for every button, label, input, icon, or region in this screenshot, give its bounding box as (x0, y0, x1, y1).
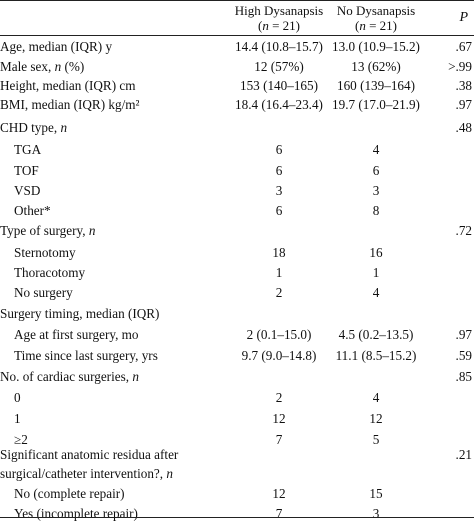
cell-p-value: .72 (455, 223, 472, 238)
cell-p-value: .97 (455, 327, 472, 342)
cell-no-dysanapsis: 4 (372, 285, 380, 300)
cell-no-dysanapsis: 6 (372, 163, 380, 178)
cell-no-dysanapsis: 3 (372, 183, 380, 198)
cell-high-dysanapsis: 9.7 (9.0–14.8) (241, 348, 317, 363)
cell-no-dysanapsis: 3 (372, 506, 380, 521)
row-label: Surgery timing, median (IQR) (0, 306, 160, 321)
cell-high-dysanapsis: 6 (275, 203, 283, 218)
cell-high-dysanapsis: 12 (57%) (254, 59, 304, 74)
header-col1-line2: (n = 21) (257, 18, 300, 33)
row-label: surgical/catheter intervention?, n (0, 466, 173, 481)
top-rule (0, 0, 474, 1)
row-label: 0 (14, 390, 21, 405)
cell-no-dysanapsis: 11.1 (8.5–15.2) (335, 348, 417, 363)
cell-p-value: .48 (455, 120, 472, 135)
cell-high-dysanapsis: 7 (275, 506, 283, 521)
cell-no-dysanapsis: 19.7 (17.0–21.9) (332, 97, 420, 112)
row-label: Male sex, n (%) (0, 59, 85, 74)
row-label: No (complete repair) (14, 486, 125, 501)
row-label: Sternotomy (14, 245, 76, 260)
header-rule (0, 35, 474, 36)
row-label: Other* (14, 203, 51, 218)
row-label: 1 (14, 411, 21, 426)
row-label: Height, median (IQR) cm (0, 78, 136, 93)
cell-no-dysanapsis: 13.0 (10.9–15.2) (332, 39, 420, 54)
cell-no-dysanapsis: 15 (369, 486, 383, 501)
cell-high-dysanapsis: 2 (275, 390, 283, 405)
header-p-value: P (459, 10, 468, 25)
cell-p-value: .21 (455, 447, 472, 462)
cell-no-dysanapsis: 160 (139–164) (336, 78, 416, 93)
row-label: VSD (14, 183, 41, 198)
cell-p-value: .67 (455, 39, 472, 54)
cell-no-dysanapsis: 16 (369, 245, 383, 260)
row-label: Significant anatomic residua after (0, 447, 179, 462)
header-no-dysanapsis: No Dysanapsis (n = 21) (326, 3, 426, 33)
cell-high-dysanapsis: 2 (275, 285, 283, 300)
cell-p-value: .97 (455, 97, 472, 112)
row-label: BMI, median (IQR) kg/m² (0, 97, 140, 112)
cell-high-dysanapsis: 14.4 (10.8–15.7) (235, 39, 323, 54)
cell-no-dysanapsis: 1 (372, 265, 380, 280)
cell-high-dysanapsis: 153 (140–165) (239, 78, 319, 93)
row-label: Thoracotomy (14, 265, 86, 280)
row-label: Age, median (IQR) y (0, 39, 113, 54)
row-label: CHD type, n (0, 120, 68, 135)
row-label: Time since last surgery, yrs (14, 348, 158, 363)
cell-no-dysanapsis: 13 (62%) (351, 59, 401, 74)
cell-p-value: .38 (455, 78, 472, 93)
cell-no-dysanapsis: 4 (372, 390, 380, 405)
cell-no-dysanapsis: 8 (372, 203, 380, 218)
cell-high-dysanapsis: 18.4 (16.4–23.4) (235, 97, 323, 112)
row-label: No. of cardiac surgeries, n (0, 369, 139, 384)
cell-high-dysanapsis: 1 (275, 265, 283, 280)
row-label: No surgery (14, 285, 73, 300)
cell-high-dysanapsis: 3 (275, 183, 283, 198)
row-label: Age at first surgery, mo (14, 327, 139, 342)
cell-high-dysanapsis: 2 (0.1–15.0) (246, 327, 312, 342)
cell-high-dysanapsis: 18 (272, 245, 286, 260)
row-label: Type of surgery, n (0, 223, 96, 238)
cell-high-dysanapsis: 6 (275, 142, 283, 157)
row-label: TOF (14, 163, 39, 178)
cell-high-dysanapsis: 12 (272, 411, 286, 426)
cell-p-value: >.99 (448, 59, 472, 74)
row-label: ≥2 (14, 432, 28, 447)
header-col2-line1: No Dysanapsis (336, 3, 416, 18)
cell-no-dysanapsis: 4.5 (0.2–13.5) (338, 327, 414, 342)
cell-high-dysanapsis: 7 (275, 432, 283, 447)
cell-high-dysanapsis: 6 (275, 163, 283, 178)
header-high-dysanapsis: High Dysanapsis (n = 21) (234, 3, 324, 33)
cell-high-dysanapsis: 12 (272, 486, 286, 501)
row-label: TGA (14, 142, 42, 157)
header-col1-line1: High Dysanapsis (234, 3, 324, 18)
cell-no-dysanapsis: 12 (369, 411, 383, 426)
cell-p-value: .85 (455, 369, 472, 384)
cell-p-value: .59 (455, 348, 472, 363)
header-col2-line2: (n = 21) (354, 18, 397, 33)
row-label: Yes (incomplete repair) (14, 506, 138, 521)
cell-no-dysanapsis: 4 (372, 142, 380, 157)
cell-no-dysanapsis: 5 (372, 432, 380, 447)
